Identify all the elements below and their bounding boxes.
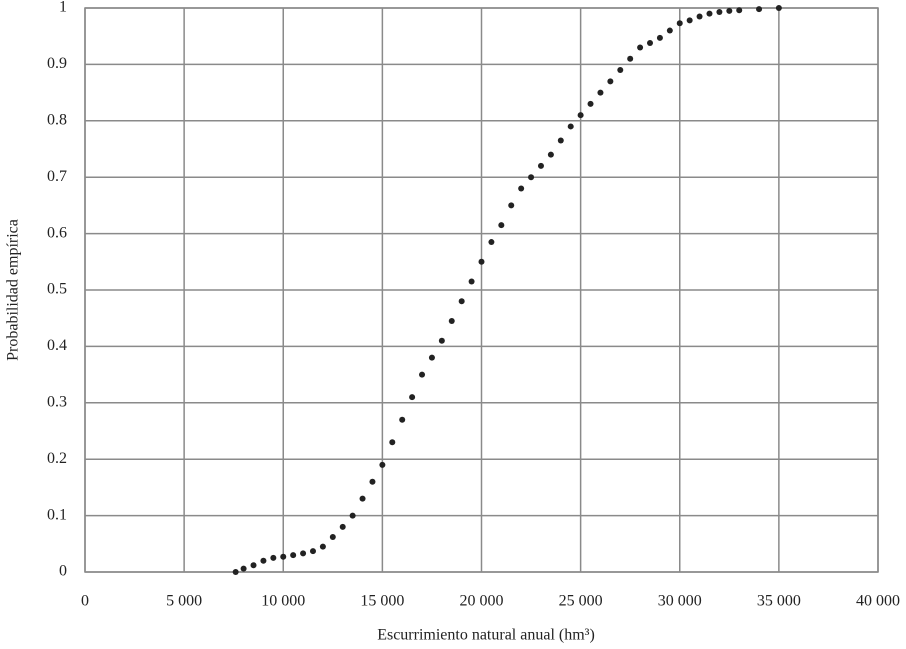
data-point [448, 318, 455, 325]
data-point [409, 394, 416, 401]
y-tick-label: 0.3 [47, 393, 67, 410]
data-point [716, 8, 723, 15]
data-point [567, 123, 574, 130]
x-tick-label: 35 000 [757, 593, 801, 610]
x-tick-label: 30 000 [658, 593, 702, 610]
x-axis-label: Escurrimiento natural anual (hm³) [377, 627, 595, 644]
data-point [577, 112, 584, 119]
y-tick-label: 0.2 [47, 450, 67, 467]
data-point [547, 151, 554, 158]
data-point [736, 7, 743, 14]
data-point [676, 20, 683, 27]
x-tick-label: 10 000 [261, 593, 305, 610]
y-tick-label: 0 [59, 563, 67, 580]
data-point [329, 534, 336, 541]
data-point [309, 548, 316, 555]
data-point [518, 185, 525, 192]
data-point [458, 298, 465, 305]
data-point [260, 557, 267, 564]
data-point [537, 162, 544, 169]
data-point [290, 552, 297, 559]
data-point [319, 543, 326, 550]
data-point [696, 13, 703, 20]
data-point [726, 7, 733, 14]
x-tick-label: 0 [81, 593, 89, 610]
y-tick-label: 0.6 [47, 224, 67, 241]
data-point [587, 100, 594, 107]
data-point [339, 523, 346, 530]
data-point [706, 10, 713, 17]
data-point [647, 39, 654, 46]
y-tick-label: 0.1 [47, 506, 67, 523]
x-tick-label: 20 000 [460, 593, 504, 610]
data-point [389, 439, 396, 446]
data-point [468, 278, 475, 285]
data-point [419, 371, 426, 378]
data-point [528, 174, 535, 181]
data-point [300, 550, 307, 557]
data-point [557, 137, 564, 144]
y-tick-label: 0.7 [47, 168, 67, 185]
y-tick-label: 0.8 [47, 111, 67, 128]
y-tick-label: 0.9 [47, 55, 67, 72]
data-point [280, 553, 287, 560]
plot-border [84, 7, 879, 573]
data-point [756, 6, 763, 13]
data-point [359, 495, 366, 502]
data-point [627, 55, 634, 62]
data-point [617, 67, 624, 74]
data-point [428, 354, 435, 361]
data-point [270, 554, 277, 561]
data-point [488, 239, 495, 246]
data-point [607, 78, 614, 85]
x-tick-label: 40 000 [856, 593, 900, 610]
data-point [478, 258, 485, 265]
data-point [379, 461, 386, 468]
data-point [498, 222, 505, 229]
data-point [250, 562, 257, 569]
y-axis-label: Probabilidad empírica [5, 219, 22, 361]
data-point [349, 512, 356, 519]
x-tick-label: 25 000 [559, 593, 603, 610]
data-point [240, 565, 247, 572]
data-point [438, 337, 445, 344]
data-point [369, 478, 376, 485]
data-point [232, 569, 239, 575]
y-tick-label: 1 [59, 0, 67, 16]
x-tick-label: 5 000 [166, 593, 202, 610]
data-point [775, 5, 782, 11]
data-point [637, 44, 644, 51]
data-point [686, 17, 693, 24]
data-point [508, 202, 515, 209]
y-tick-label: 0.4 [47, 337, 67, 354]
data-point [656, 34, 663, 41]
data-point [399, 416, 406, 423]
y-tick-label: 0.5 [47, 281, 67, 298]
data-point [666, 27, 673, 34]
data-point [597, 89, 604, 96]
x-tick-label: 15 000 [360, 593, 404, 610]
